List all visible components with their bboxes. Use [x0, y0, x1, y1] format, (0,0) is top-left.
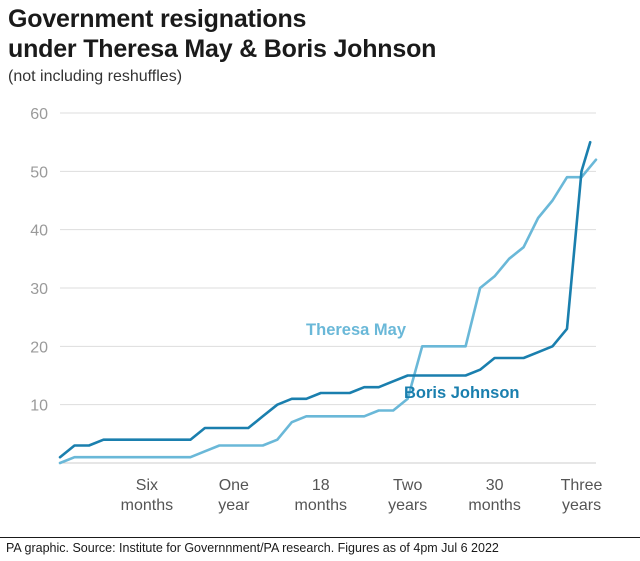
y-tick-label: 40 [30, 223, 48, 240]
series-line-boris-johnson [58, 140, 592, 459]
source-footer: PA graphic. Source: Institute for Govern… [6, 541, 499, 555]
chart-title: Government resignations under Theresa May… [8, 5, 437, 63]
series-line-theresa-may [58, 158, 598, 465]
x-tick-label: years [388, 497, 427, 514]
x-tick-label: months [468, 497, 520, 514]
x-tick-label: Three [561, 477, 603, 494]
x-tick-label: 18 [312, 477, 330, 494]
footer-divider [0, 537, 640, 538]
x-tick-label: Two [393, 477, 422, 494]
series-label-boris-johnson: Boris Johnson [404, 384, 520, 402]
x-tick-label: months [295, 497, 347, 514]
x-tick-label: months [121, 497, 173, 514]
y-tick-label: 50 [30, 164, 48, 181]
y-tick-label: 60 [30, 106, 48, 123]
y-tick-label: 20 [30, 339, 48, 356]
y-tick-label: 10 [30, 398, 48, 415]
x-tick-label: 30 [486, 477, 504, 494]
chart-subtitle: (not including reshuffles) [8, 68, 183, 85]
y-tick-label: 30 [30, 281, 48, 298]
line-chart: 60 50 40 30 20 10 Six months One year 18 months Two y… [30, 106, 603, 514]
x-tick-label: year [218, 497, 250, 514]
x-tick-label: One [219, 477, 249, 494]
x-tick-label: Six [136, 477, 158, 494]
series-label-theresa-may: Theresa May [306, 321, 407, 339]
x-tick-label: years [562, 497, 601, 514]
